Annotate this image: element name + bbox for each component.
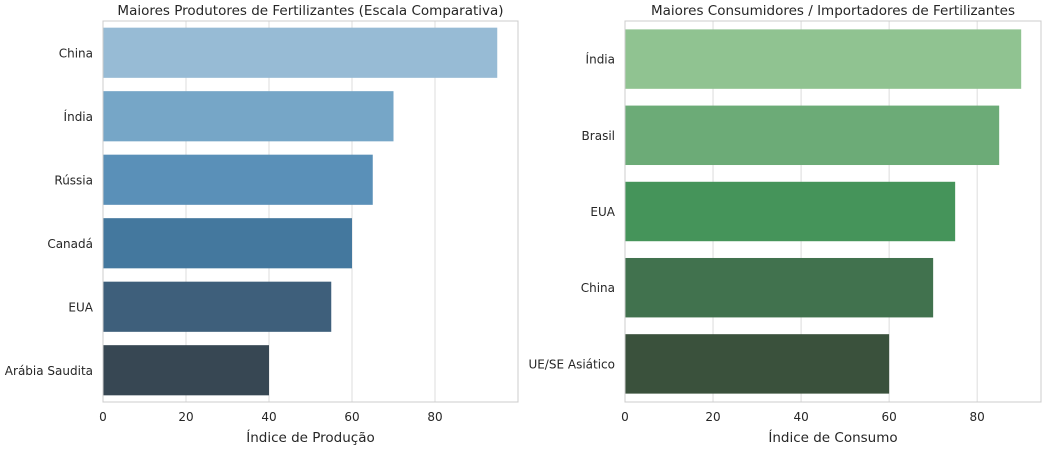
producers-tick-label: 40 <box>261 410 276 424</box>
consumers-chart: Índia Brasil EUA China UE/SE Asiático 0 20 40 60… <box>528 3 1042 446</box>
producers-category-label: Rússia <box>54 173 93 187</box>
producers-bar <box>103 27 498 78</box>
consumers-bar <box>625 334 890 394</box>
consumers-bar <box>625 29 1022 89</box>
producers-category-label: Arábia Saudita <box>5 364 93 378</box>
producers-tick-label: 80 <box>427 410 442 424</box>
consumers-category-label: Brasil <box>582 129 615 143</box>
producers-bar <box>103 345 269 396</box>
consumers-tick-label: 40 <box>793 410 808 424</box>
consumers-bar <box>625 257 934 318</box>
consumers-axes-frame <box>624 20 1042 403</box>
producers-category-label: Canadá <box>47 237 93 251</box>
consumers-category-label: Índia <box>586 52 615 67</box>
producers-bar <box>103 281 332 332</box>
producers-title: Maiores Produtores de Fertilizantes (Esc… <box>117 3 503 19</box>
consumers-tick-label: 80 <box>970 410 985 424</box>
producers-chart: China Índia Rússia Canadá EUA Arábia Saudita 0… <box>5 3 519 446</box>
producers-tick-label: 20 <box>178 410 193 424</box>
producers-bar <box>103 218 352 269</box>
consumers-bar <box>625 105 1000 166</box>
consumers-xlabel: Índice de Consumo <box>768 429 897 446</box>
producers-xlabel: Índice de Produção <box>246 429 375 446</box>
consumers-tick-label: 20 <box>705 410 720 424</box>
producers-category-label: EUA <box>68 300 93 314</box>
producers-bar <box>103 154 373 205</box>
consumers-tick-label: 60 <box>881 410 896 424</box>
producers-tick-label: 60 <box>344 410 359 424</box>
producers-axes-frame <box>102 20 519 403</box>
consumers-tick-label: 0 <box>621 410 629 424</box>
consumers-category-label: UE/SE Asiático <box>528 357 615 371</box>
producers-bar <box>103 91 394 142</box>
producers-category-label: Índia <box>64 109 93 124</box>
producers-tick-label: 0 <box>99 410 107 424</box>
consumers-category-label: EUA <box>590 205 615 219</box>
producers-category-label: China <box>59 46 93 60</box>
consumers-bar <box>625 181 956 242</box>
consumers-category-label: China <box>581 281 615 295</box>
consumers-title: Maiores Consumidores / Importadores de F… <box>651 3 1015 19</box>
